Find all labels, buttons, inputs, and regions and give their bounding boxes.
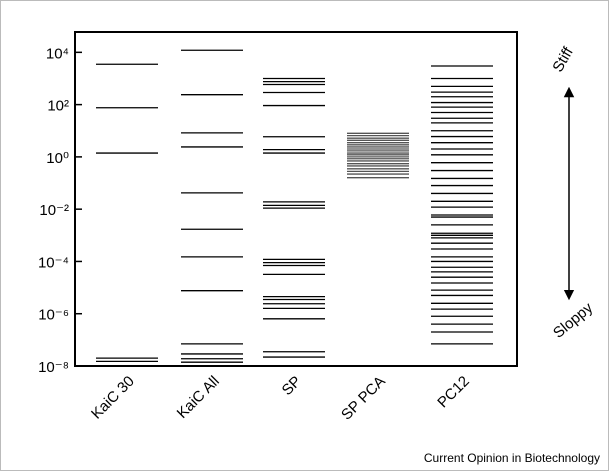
y-tick-label: 10⁴ [46,45,69,62]
y-tick-label: 10² [47,98,69,115]
y-tick-label: 10⁻⁴ [38,254,69,271]
y-tick-label: 10⁻⁸ [38,359,69,376]
source: Current Opinion in Biotechnology [424,451,600,465]
y-tick-label: 10⁻² [39,202,69,219]
y-tick-label: 10⁰ [46,150,69,167]
plot-box [74,31,518,367]
y-tick-label: 10⁻⁶ [38,307,69,324]
